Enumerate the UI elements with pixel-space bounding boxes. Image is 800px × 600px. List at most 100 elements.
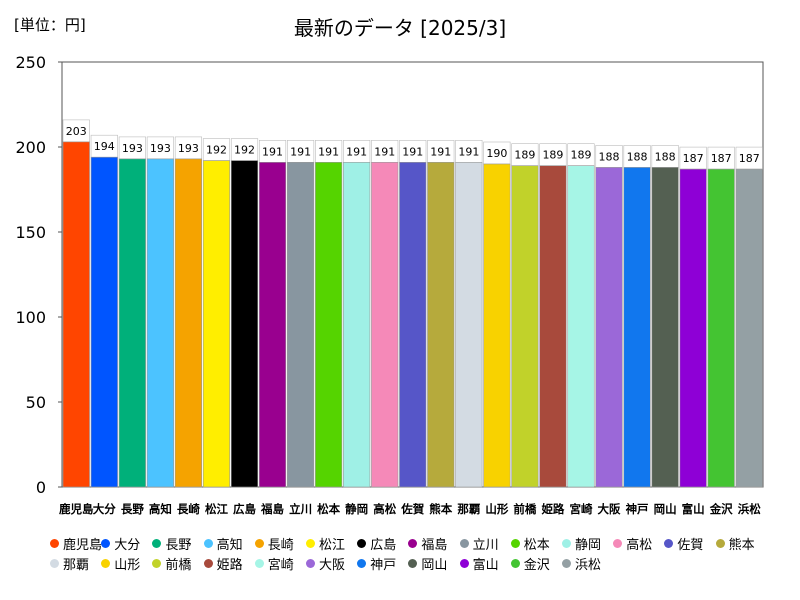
category-label: 姫路: [541, 502, 564, 516]
legend-item: 富山: [459, 554, 499, 573]
bar: [511, 165, 539, 488]
legend-item: 松本: [510, 534, 550, 553]
y-tick-label: 200: [15, 138, 46, 157]
category-label: 金沢: [709, 502, 733, 516]
data-label: 191: [374, 145, 395, 158]
legend-label: 宮崎: [267, 558, 294, 573]
legend-label: 静岡: [575, 538, 602, 553]
category-label: 大阪: [598, 502, 621, 516]
category-label: 松本: [317, 502, 340, 516]
legend-label: 高知: [216, 538, 243, 553]
data-label: 191: [430, 145, 451, 158]
legend-label: 浜松: [575, 558, 602, 573]
legend-swatch: [664, 539, 674, 548]
y-tick-label: 50: [26, 393, 46, 412]
legend-item: 高知: [203, 534, 243, 553]
legend-label: 福島: [421, 538, 448, 553]
category-label: 富山: [682, 502, 705, 516]
legend-label: 広島: [370, 538, 397, 553]
category-label: 浜松: [738, 502, 761, 516]
bar: [230, 160, 259, 488]
legend-item: 福島: [408, 534, 447, 553]
legend-item: 高松: [613, 534, 652, 553]
unit-label: [単位：円]: [14, 16, 86, 34]
legend-label: 前橋: [165, 558, 192, 573]
category-label: 長野: [121, 502, 144, 516]
legend-item: 熊本: [715, 534, 755, 553]
bar: [595, 167, 623, 488]
legend-swatch: [50, 559, 59, 568]
data-label: 191: [262, 145, 283, 158]
chart-bars: [62, 119, 763, 488]
bar: [651, 167, 679, 488]
bar: [202, 160, 231, 488]
category-label: 広島: [233, 502, 256, 516]
legend-swatch: [357, 539, 367, 548]
category-label: 佐賀: [400, 502, 424, 516]
legend-swatch: [203, 539, 213, 548]
legend-label: 長崎: [267, 538, 294, 553]
legend-item: 金沢: [510, 554, 550, 573]
legend-swatch: [306, 539, 315, 548]
category-label: 長崎: [177, 502, 200, 516]
legend-label: 山形: [114, 558, 141, 573]
bar: [623, 167, 651, 488]
legend-label: 高松: [626, 538, 653, 553]
category-label: 大分: [93, 502, 116, 516]
data-label: 187: [739, 152, 760, 165]
legend-label: 姫路: [216, 558, 243, 573]
bar: [343, 162, 371, 488]
legend-swatch: [459, 539, 469, 548]
legend-label: 熊本: [728, 538, 755, 553]
legend-swatch: [254, 559, 264, 568]
category-label: 岡山: [654, 502, 677, 516]
bar: [371, 162, 399, 488]
legend-item: 宮崎: [254, 554, 294, 573]
legend-swatch: [408, 559, 418, 568]
chart-category-labels: 鹿児島 大分 長野 高知 長崎 松江 広島 福島 立川 松本 静岡 高松 佐賀 熊本 那覇 山形 前橋 姫路 宮崎大…: [59, 502, 761, 516]
legend-swatch: [101, 539, 111, 548]
legend-label: 神戸: [370, 558, 397, 573]
legend-label: 松本: [523, 538, 550, 553]
data-label: 189: [570, 149, 591, 162]
bar: [483, 163, 511, 488]
legend-label: 大阪: [319, 558, 346, 573]
bar: [62, 141, 90, 488]
data-label: 191: [290, 145, 311, 158]
legend-swatch: [510, 539, 520, 548]
legend-swatch: [306, 559, 315, 568]
legend-swatch: [101, 559, 111, 568]
bar: [707, 168, 735, 488]
legend-item: 那覇: [50, 554, 89, 573]
data-label: 189: [542, 149, 563, 162]
data-label: 189: [514, 149, 535, 162]
category-label: 高松: [373, 502, 396, 516]
legend-swatch: [408, 539, 418, 548]
bar: [427, 162, 455, 488]
legend-item: 岡山: [408, 554, 447, 573]
legend-swatch: [254, 539, 264, 548]
legend-item: 山形: [101, 554, 140, 573]
category-label: 那覇: [457, 502, 480, 516]
legend-item: 長野: [152, 534, 191, 553]
data-label: 192: [234, 144, 255, 157]
data-label: 188: [655, 150, 676, 163]
legend-label: 富山: [472, 558, 499, 573]
legend-item: 静岡: [562, 534, 601, 553]
legend-swatch: [152, 539, 162, 548]
legend-item: 長崎: [254, 534, 294, 553]
legend-swatch: [152, 559, 162, 568]
y-tick-label: 100: [15, 308, 46, 327]
chart-title: 最新のデータ [2025/3]: [293, 16, 507, 40]
bar: [399, 162, 427, 488]
data-label: 188: [599, 150, 620, 163]
data-label: 190: [486, 147, 507, 160]
legend-label: 松江: [319, 538, 346, 553]
data-label: 193: [122, 142, 143, 155]
legend-item: 大阪: [306, 554, 345, 573]
data-label: 191: [458, 145, 479, 158]
bar: [146, 158, 174, 488]
legend-item: 浜松: [562, 554, 601, 573]
data-label: 188: [627, 150, 648, 163]
legend-label: 鹿児島: [63, 538, 103, 553]
